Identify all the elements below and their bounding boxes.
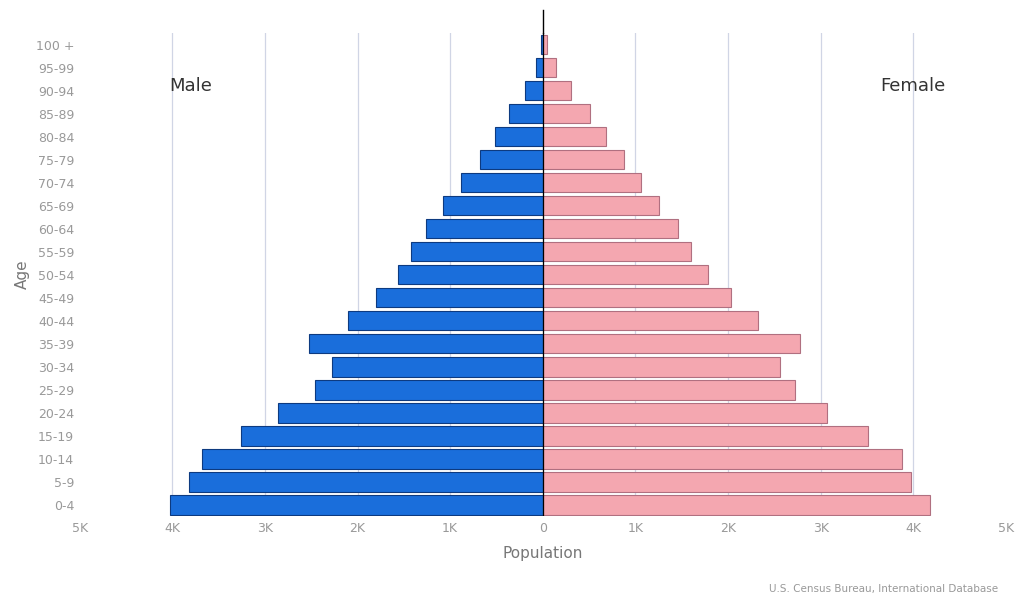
Bar — [542, 219, 678, 238]
Bar — [542, 449, 902, 469]
Bar — [542, 242, 691, 262]
Bar — [278, 403, 542, 422]
Bar — [542, 173, 641, 193]
Bar — [461, 173, 542, 193]
X-axis label: Population: Population — [502, 546, 583, 561]
Bar — [542, 334, 801, 353]
Bar — [480, 150, 542, 169]
Bar — [542, 311, 757, 331]
Bar — [542, 357, 780, 377]
Bar — [331, 357, 542, 377]
Bar — [542, 35, 547, 54]
Bar — [495, 127, 542, 146]
Bar — [412, 242, 542, 262]
Bar — [442, 196, 542, 215]
Bar — [376, 288, 542, 307]
Bar — [509, 104, 542, 124]
Bar — [189, 472, 542, 491]
Bar — [542, 472, 912, 491]
Bar — [348, 311, 542, 331]
Bar — [542, 104, 590, 124]
Bar — [542, 426, 867, 446]
Bar — [542, 196, 660, 215]
Bar — [536, 58, 542, 77]
Bar — [241, 426, 542, 446]
Bar — [398, 265, 542, 284]
Bar — [542, 127, 606, 146]
Text: Male: Male — [170, 77, 212, 95]
Bar — [542, 81, 571, 100]
Text: Female: Female — [881, 77, 946, 95]
Bar — [541, 35, 542, 54]
Bar — [542, 380, 794, 400]
Text: U.S. Census Bureau, International Database: U.S. Census Bureau, International Databa… — [769, 584, 998, 594]
Y-axis label: Age: Age — [15, 260, 30, 289]
Bar — [202, 449, 542, 469]
Bar — [315, 380, 542, 400]
Bar — [525, 81, 542, 100]
Bar — [171, 495, 542, 515]
Bar — [542, 265, 708, 284]
Bar — [542, 288, 731, 307]
Bar — [542, 403, 827, 422]
Bar — [542, 58, 557, 77]
Bar — [310, 334, 542, 353]
Bar — [542, 495, 930, 515]
Bar — [426, 219, 542, 238]
Bar — [542, 150, 625, 169]
